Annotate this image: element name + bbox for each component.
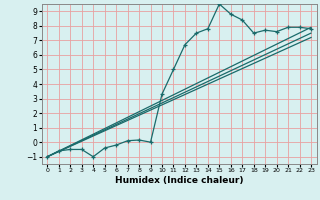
X-axis label: Humidex (Indice chaleur): Humidex (Indice chaleur): [115, 176, 244, 185]
